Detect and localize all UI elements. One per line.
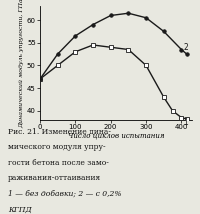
Text: Рис. 21. Изменение дина-: Рис. 21. Изменение дина- [8,127,111,135]
Text: гости бетона после замо-: гости бетона после замо- [8,159,109,166]
Y-axis label: Динамический модуль упругости, ГПа: Динамический модуль упругости, ГПа [19,0,24,128]
Text: раживания-оттаивания: раживания-оттаивания [8,174,101,182]
Text: мического модуля упру-: мического модуля упру- [8,143,106,151]
Text: 1: 1 [183,118,188,127]
Text: 1 — без добавки; 2 — с 0,2%: 1 — без добавки; 2 — с 0,2% [8,190,122,198]
Text: 2: 2 [183,43,188,52]
Text: КГПД: КГПД [8,205,32,213]
X-axis label: Число циклов испытания: Число циклов испытания [68,131,164,139]
